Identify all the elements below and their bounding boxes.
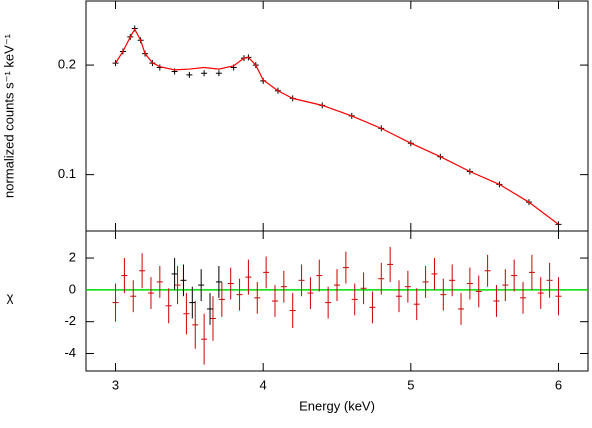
y-axis-label: χ — [7, 289, 14, 304]
plot-frame — [85, 230, 589, 372]
plot-frame — [85, 0, 589, 232]
y-tick-label: -4 — [64, 345, 76, 360]
data-point — [555, 221, 562, 228]
data-point — [112, 60, 119, 67]
y-tick-label: 0 — [69, 281, 76, 296]
x-tick-label: 4 — [260, 377, 267, 392]
y-tick-label: 0.2 — [58, 57, 76, 72]
data-point — [215, 70, 222, 77]
data-point — [201, 70, 208, 77]
y-tick-label: 2 — [69, 249, 76, 264]
data-point — [186, 71, 193, 78]
y-axis-label: normalized counts s⁻¹ keV⁻¹ — [1, 33, 16, 198]
y-tick-label: 0.1 — [58, 166, 76, 181]
x-tick-label: 5 — [407, 377, 414, 392]
y-tick-label: -2 — [64, 313, 76, 328]
x-tick-label: 6 — [555, 377, 562, 392]
x-tick-label: 3 — [112, 377, 119, 392]
model-line — [115, 27, 559, 225]
x-axis-label: Energy (keV) — [299, 398, 375, 413]
